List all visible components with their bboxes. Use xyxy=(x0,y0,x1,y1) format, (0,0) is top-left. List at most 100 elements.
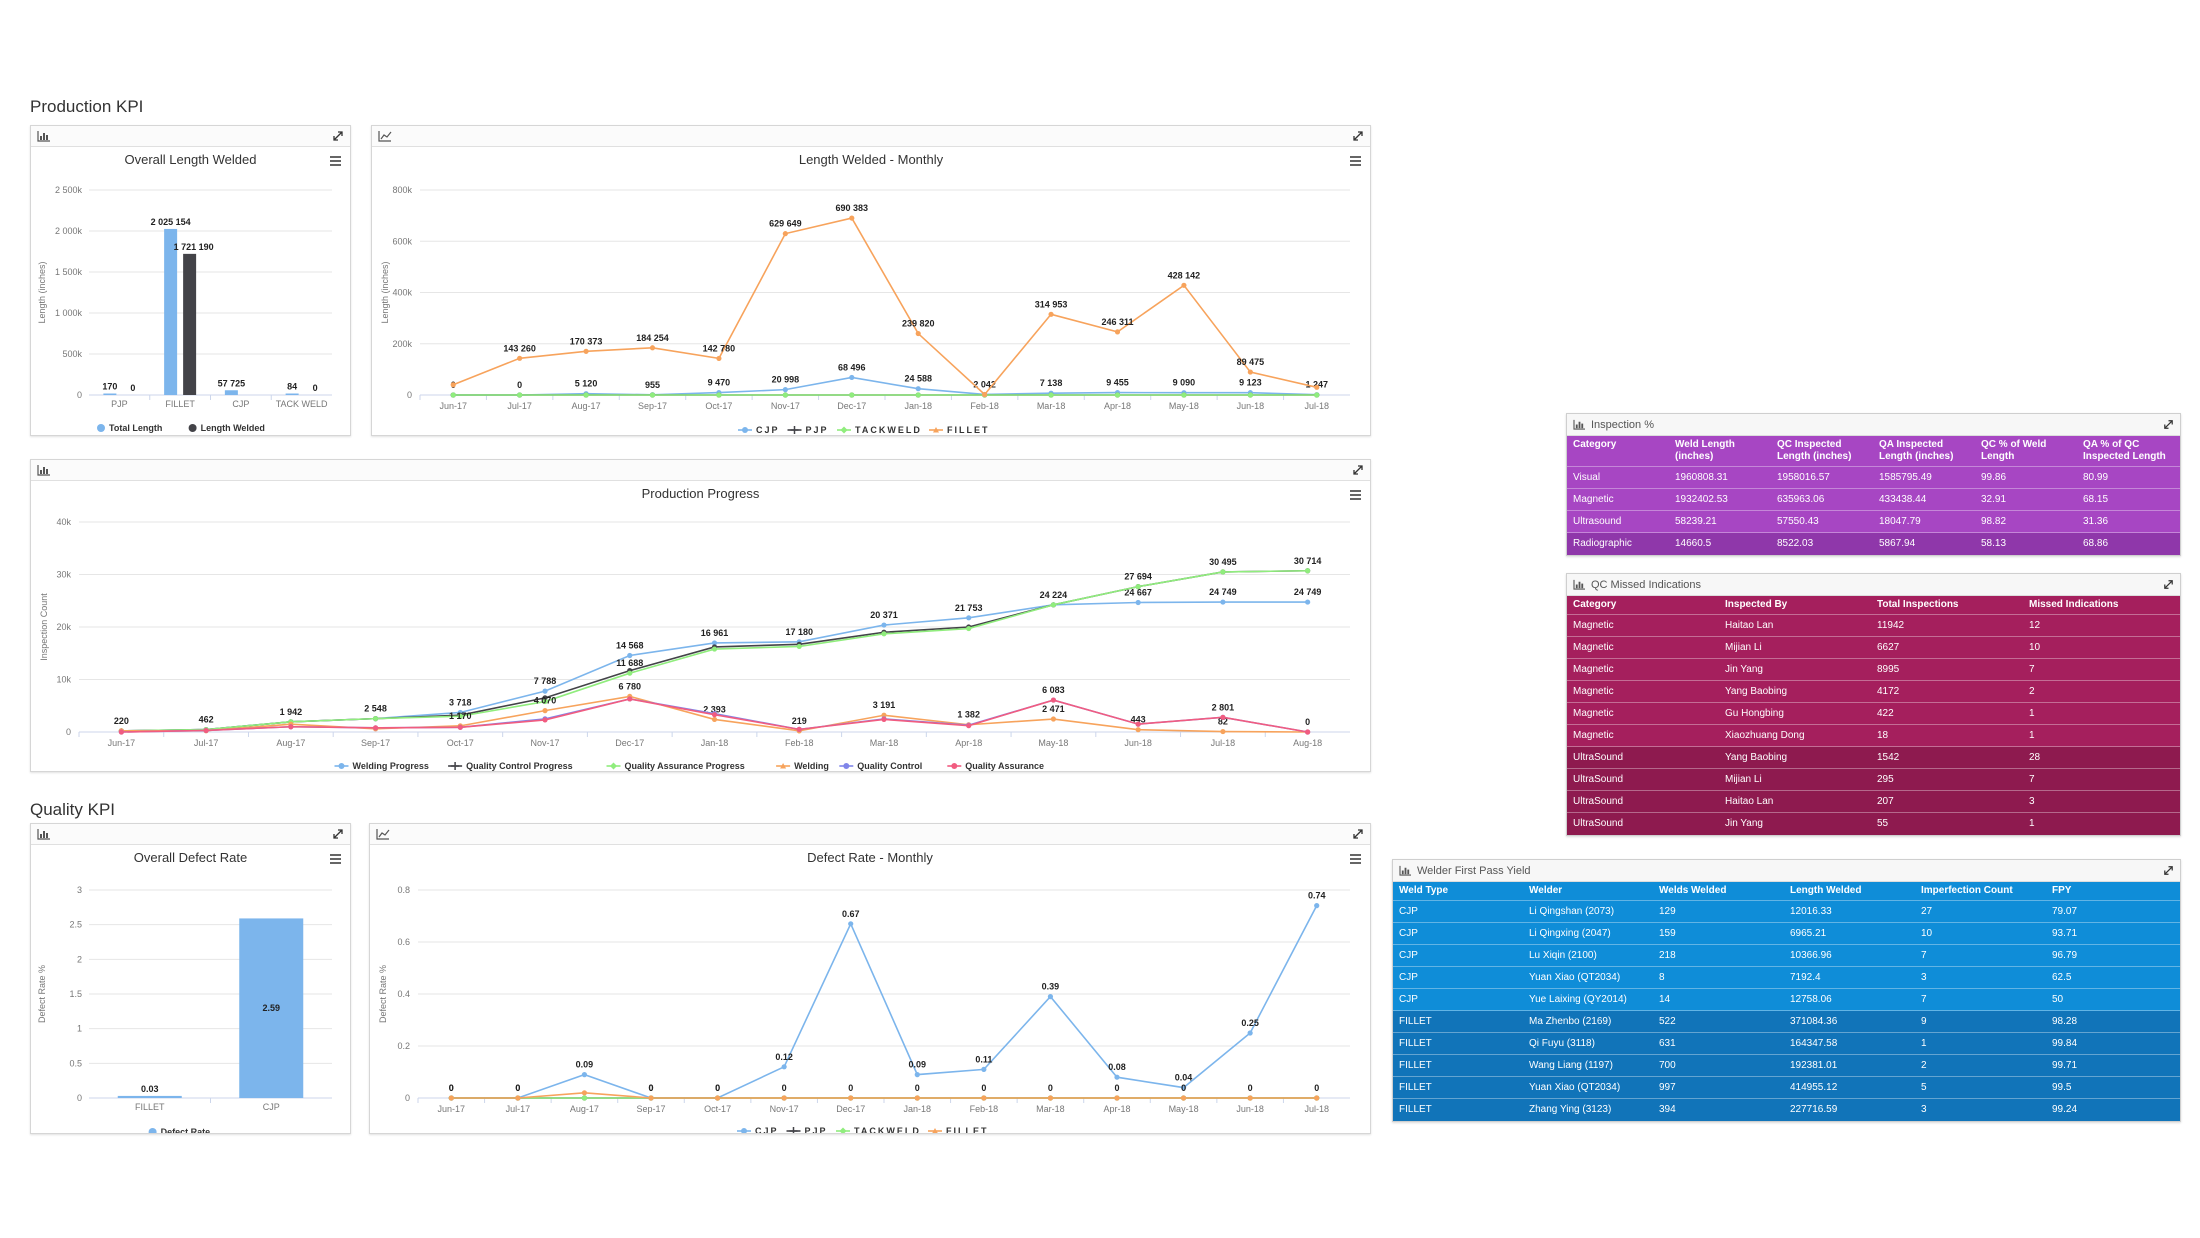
table-cell: Jin Yang xyxy=(1719,658,1871,681)
table-row[interactable]: UltraSound Haitao Lan 207 3 xyxy=(1567,790,2180,813)
menu-icon[interactable] xyxy=(1350,490,1361,500)
x-tick-label: Jun-18 xyxy=(1236,1104,1264,1114)
expand-icon[interactable] xyxy=(331,827,345,841)
table-row[interactable]: FILLET Ma Zhenbo (2169) 522 371084.36 9 98.28 xyxy=(1393,1010,2180,1033)
legend-item[interactable]: Welding Progress xyxy=(334,761,429,771)
inspection-title: Inspection % xyxy=(1591,419,1654,431)
table-cell: FILLET xyxy=(1393,1032,1523,1055)
menu-icon[interactable] xyxy=(330,854,341,864)
table-row[interactable]: UltraSound Yang Baobing 1542 28 xyxy=(1567,746,2180,769)
welder-fpy-title: Welder First Pass Yield xyxy=(1417,865,1531,877)
data-label: 0 xyxy=(782,1083,787,1093)
expand-icon[interactable] xyxy=(2162,864,2175,877)
table-row[interactable]: Radiographic 14660.5 8522.03 5867.94 58.13 68… xyxy=(1567,532,2180,555)
legend-item[interactable]: Total Length xyxy=(97,423,162,433)
data-point xyxy=(796,643,802,650)
expand-icon[interactable] xyxy=(2162,578,2175,591)
data-label: 1 382 xyxy=(957,710,980,720)
chart-title: Defect Rate - Monthly xyxy=(807,850,933,865)
expand-icon[interactable] xyxy=(1351,129,1365,143)
legend-item[interactable]: PJP xyxy=(786,1126,828,1133)
menu-icon[interactable] xyxy=(330,156,341,166)
table-row[interactable]: CJP Lu Xiqin (2100) 218 10366.96 7 96.79 xyxy=(1393,944,2180,967)
overall-defect-panel: Overall Defect Rate Defect Rate % 0 0.5 1 1.5… xyxy=(30,823,351,1134)
expand-icon[interactable] xyxy=(331,129,345,143)
data-label: 0 xyxy=(915,1083,920,1093)
legend-symbol xyxy=(843,763,850,769)
data-point xyxy=(649,392,656,398)
x-tick-label: Mar-18 xyxy=(870,738,899,748)
table-row[interactable]: Magnetic Xiaozhuang Dong 18 1 xyxy=(1567,724,2180,747)
legend-item[interactable]: FILLET xyxy=(929,425,990,435)
x-tick-label: Oct-17 xyxy=(705,401,732,411)
table-cell: 2 xyxy=(2023,680,2180,703)
menu-icon[interactable] xyxy=(1350,156,1361,166)
legend-item[interactable]: FILLET xyxy=(928,1126,989,1133)
data-point xyxy=(1114,392,1121,398)
table-row[interactable]: CJP Yuan Xiao (QT2034) 8 7192.4 3 62.5 xyxy=(1393,966,2180,989)
y-tick-label: 0 xyxy=(405,1093,410,1103)
expand-icon[interactable] xyxy=(1351,463,1365,477)
legend-item[interactable]: Defect Rate xyxy=(148,1127,211,1133)
data-label: 955 xyxy=(645,380,660,390)
legend-item[interactable]: CJP xyxy=(738,425,780,435)
legend-item[interactable]: Quality Assurance Progress xyxy=(606,761,745,771)
legend-symbol xyxy=(741,1128,747,1133)
table-row[interactable]: CJP Yue Laixing (QY2014) 14 12758.06 7 50 xyxy=(1393,988,2180,1011)
table-row[interactable]: Magnetic Mijian Li 6627 10 xyxy=(1567,636,2180,659)
data-label: 21 753 xyxy=(955,603,983,613)
legend-item[interactable]: PJP xyxy=(787,425,829,435)
expand-icon[interactable] xyxy=(2162,418,2175,431)
x-tick-label: Sep-17 xyxy=(361,738,390,748)
table-row[interactable]: Magnetic 1932402.53 635963.06 433438.44 32.9… xyxy=(1567,488,2180,511)
data-point xyxy=(542,688,548,694)
x-tick-label: Apr-18 xyxy=(955,738,982,748)
table-row[interactable]: Magnetic Yang Baobing 4172 2 xyxy=(1567,680,2180,703)
data-point xyxy=(711,646,718,652)
data-label: 3 718 xyxy=(449,697,472,707)
legend-item[interactable]: Quality Control Progress xyxy=(448,761,573,771)
table-row[interactable]: Visual 1960808.31 1958016.57 1585795.49 99.8… xyxy=(1567,466,2180,489)
table-cell: 7 xyxy=(2023,768,2180,791)
y-tick-label: 0.5 xyxy=(69,1058,82,1068)
table-row[interactable]: UltraSound Mijian Li 295 7 xyxy=(1567,768,2180,791)
data-label: 14 568 xyxy=(616,641,644,651)
table-row[interactable]: Magnetic Haitao Lan 11942 12 xyxy=(1567,614,2180,637)
legend-item[interactable]: TACKWELD xyxy=(837,425,922,435)
expand-icon[interactable] xyxy=(1351,827,1365,841)
x-tick-label: Mar-18 xyxy=(1037,401,1066,411)
data-label: 9 455 xyxy=(1106,378,1129,388)
legend-item[interactable]: TACKWELD xyxy=(836,1126,921,1133)
data-point xyxy=(542,698,548,705)
y-tick-label: 1 000k xyxy=(55,308,83,318)
data-point xyxy=(288,724,294,730)
menu-icon[interactable] xyxy=(1350,854,1361,864)
legend-item[interactable]: Welding xyxy=(776,761,829,771)
table-row[interactable]: FILLET Yuan Xiao (QT2034) 997 414955.12 5 99.… xyxy=(1393,1076,2180,1099)
data-point xyxy=(372,725,379,731)
table-row[interactable]: CJP Li Qingxing (2047) 159 6965.21 10 93.71 xyxy=(1393,922,2180,945)
legend-item[interactable]: CJP xyxy=(737,1126,779,1133)
table-cell: CJP xyxy=(1393,900,1523,923)
table-row[interactable]: Magnetic Gu Hongbing 422 1 xyxy=(1567,702,2180,725)
data-label: 30 714 xyxy=(1294,556,1322,566)
legend-item[interactable]: Length Welded xyxy=(188,423,265,433)
table-cell: Gu Hongbing xyxy=(1719,702,1871,725)
data-point xyxy=(714,1095,721,1101)
table-cell: 93.71 xyxy=(2046,922,2180,945)
data-point xyxy=(881,716,887,722)
table-cell: 5 xyxy=(1915,1076,2046,1099)
table-row[interactable]: FILLET Qi Fuyu (3118) 631 164347.58 1 99.84 xyxy=(1393,1032,2180,1055)
table-row[interactable]: UltraSound Jin Yang 55 1 xyxy=(1567,812,2180,835)
legend-item[interactable]: Quality Assurance xyxy=(947,761,1044,771)
legend-label: Welding xyxy=(794,761,829,771)
data-label: 11 688 xyxy=(616,658,643,668)
table-row[interactable]: FILLET Zhang Ying (3123) 394 227716.59 3 99.2… xyxy=(1393,1098,2180,1121)
table-row[interactable]: Ultrasound 58239.21 57550.43 18047.79 98.82 3… xyxy=(1567,510,2180,533)
table-row[interactable]: Magnetic Jin Yang 8995 7 xyxy=(1567,658,2180,681)
data-label: 7 788 xyxy=(534,676,557,686)
data-point xyxy=(450,392,456,398)
table-row[interactable]: CJP Li Qingshan (2073) 129 12016.33 27 79.07 xyxy=(1393,900,2180,923)
legend-item[interactable]: Quality Control xyxy=(839,761,922,771)
table-row[interactable]: FILLET Wang Liang (1197) 700 192381.01 2 99.7… xyxy=(1393,1054,2180,1077)
